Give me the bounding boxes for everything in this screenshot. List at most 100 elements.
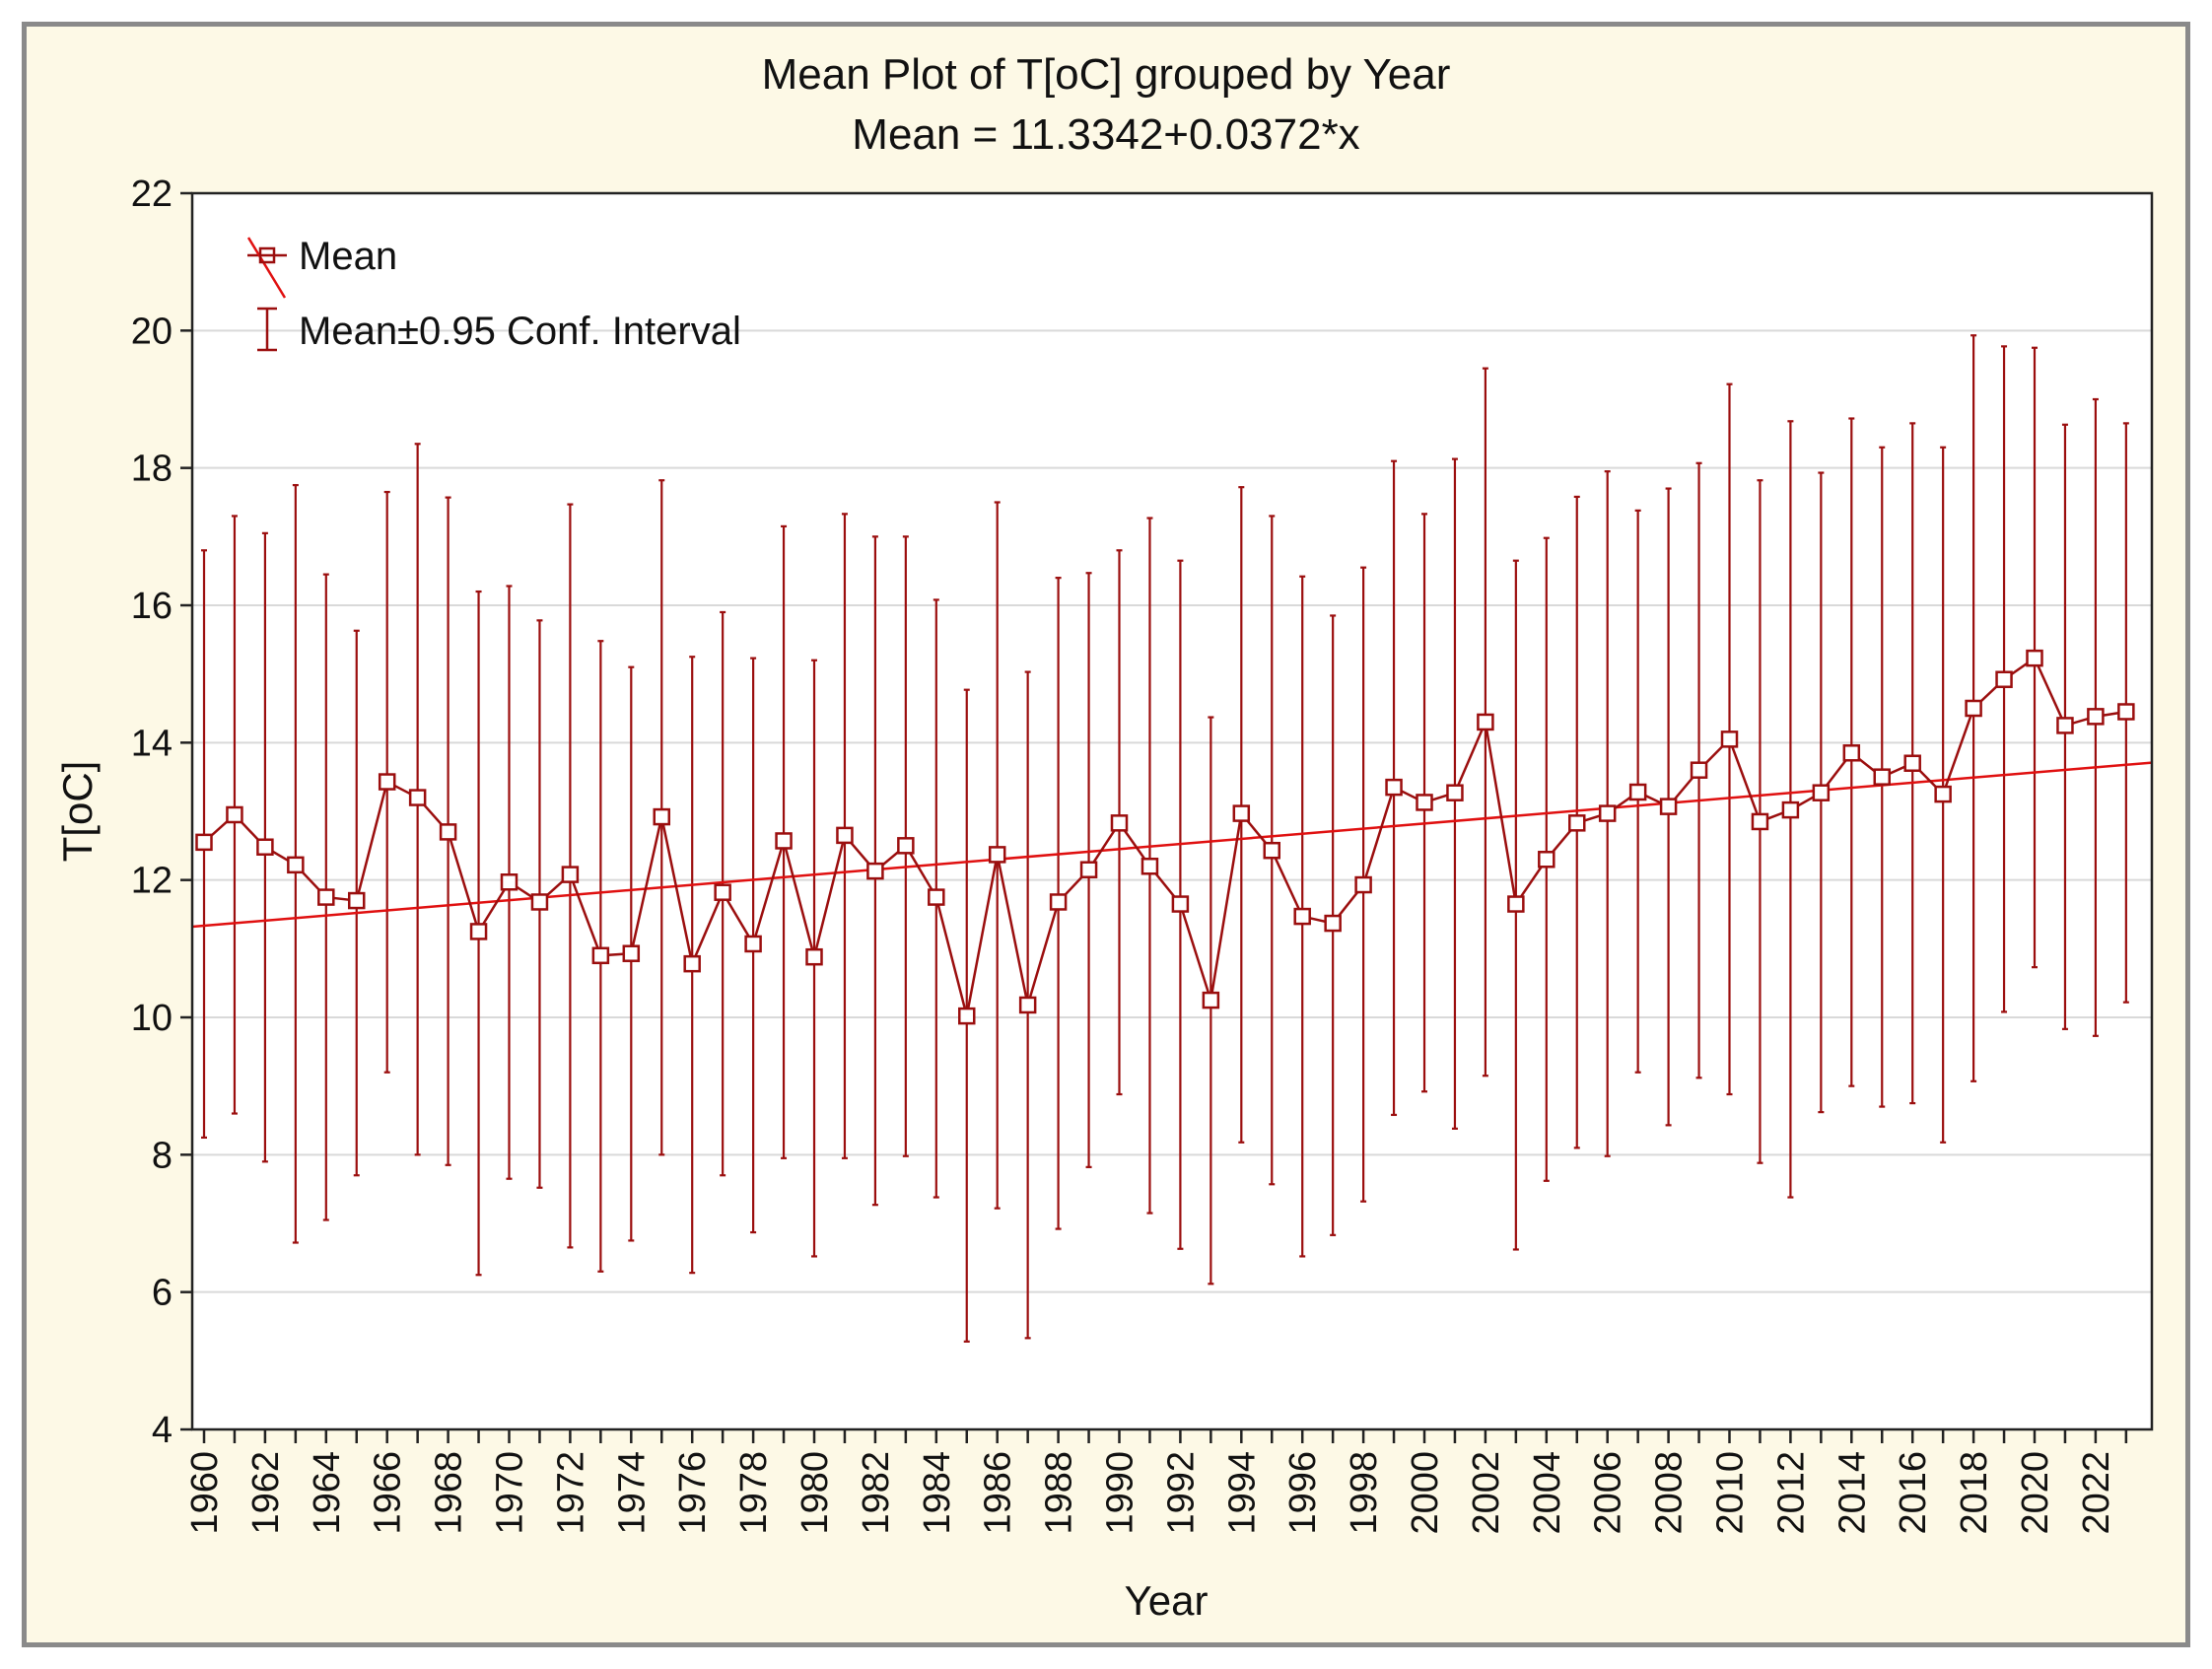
x-tick-label: 2012 [1770, 1451, 1812, 1535]
mean-marker [1018, 996, 1037, 1014]
mean-marker [226, 805, 243, 824]
y-axis-title: T[oC] [54, 761, 101, 863]
plot-border [190, 191, 2154, 1431]
mean-marker [1873, 768, 1891, 786]
mean-marker [1263, 841, 1280, 860]
x-tick-label: 2010 [1710, 1451, 1752, 1535]
chart-title: Mean Plot of T[oC] grouped by Year [762, 50, 1451, 99]
x-tick-label: 2006 [1588, 1451, 1629, 1535]
legend-fit-line-icon [246, 237, 287, 299]
mean-marker [1598, 804, 1617, 822]
mean-marker [1324, 914, 1342, 933]
x-tick-label: 1986 [978, 1451, 1019, 1535]
mean-marker [2026, 649, 2043, 667]
mean-marker [561, 866, 580, 883]
mean-marker [866, 862, 884, 880]
x-tick-label: 1996 [1282, 1451, 1324, 1535]
mean-marker [1079, 861, 1098, 878]
y-tick-label: 6 [152, 1273, 173, 1314]
mean-marker [1385, 778, 1403, 797]
x-tick-label: 1978 [733, 1451, 775, 1535]
mean-marker [1293, 907, 1311, 926]
x-tick-label: 1970 [490, 1451, 531, 1535]
mean-marker [1720, 730, 1739, 748]
mean-marker [591, 946, 610, 965]
mean-marker [256, 838, 274, 856]
y-tick-label: 4 [152, 1410, 173, 1451]
x-tick-label: 2022 [2076, 1451, 2117, 1535]
plot-area [192, 193, 2152, 1429]
mean-marker [775, 832, 793, 850]
y-tick-label: 20 [131, 311, 173, 352]
x-tick-label: 1994 [1221, 1451, 1263, 1535]
mean-marker [2056, 717, 2074, 734]
mean-marker [439, 823, 457, 841]
mean-marker [1842, 744, 1861, 762]
x-axis: 1960 1962 1964 1966 1968 1970 1972 1974 1976 1978… [184, 1429, 2128, 1535]
mean-marker [1934, 785, 1952, 803]
x-tick-label: 2000 [1405, 1451, 1446, 1535]
mean-marker [530, 893, 549, 911]
mean-marker [1141, 857, 1159, 875]
mean-marker [1812, 784, 1831, 801]
mean-marker [195, 833, 213, 852]
mean-marker [2117, 703, 2135, 721]
x-tick-label: 1972 [550, 1451, 591, 1535]
mean-marker [317, 888, 335, 906]
chart-subtitle: Mean = 11.3342+0.0372*x [852, 110, 1359, 159]
mean-marker [469, 923, 488, 940]
mean-marker [1538, 851, 1555, 869]
mean-marker [500, 873, 518, 891]
x-tick-label: 1976 [672, 1451, 714, 1535]
gridlines [192, 329, 2152, 1293]
y-tick-label: 8 [152, 1135, 173, 1176]
mean-marker [1416, 794, 1433, 811]
mean-marker [287, 856, 305, 874]
legend-mean-marker [258, 246, 276, 264]
x-tick-label: 1960 [184, 1451, 226, 1535]
mean-marker [622, 944, 641, 962]
y-axis: 4 6 8 10 12 14 16 18 20 22 [131, 174, 192, 1451]
x-tick-label: 2008 [1649, 1451, 1691, 1535]
mean-marker [1507, 895, 1525, 913]
mean-marker [2087, 708, 2105, 726]
mean-marker [1568, 814, 1586, 832]
y-tick-label: 22 [131, 174, 173, 215]
mean-marker [1628, 783, 1647, 801]
x-tick-label: 1984 [917, 1451, 958, 1535]
mean-marker [1202, 991, 1220, 1009]
mean-marker [1477, 713, 1494, 731]
x-tick-label: 2018 [1954, 1451, 1995, 1535]
x-tick-label: 1988 [1039, 1451, 1080, 1535]
mean-marker [1965, 699, 1982, 718]
mean-marker [1049, 893, 1068, 911]
x-tick-label: 1974 [611, 1451, 653, 1535]
mean-marker [683, 954, 701, 973]
x-tick-label: 1982 [856, 1451, 897, 1535]
x-tick-label: 2016 [1893, 1451, 1934, 1535]
mean-marker [1110, 814, 1129, 832]
legend: Mean Mean±0.95 Conf. Interval [246, 235, 741, 353]
x-tick-label: 1992 [1160, 1451, 1202, 1535]
x-tick-label: 1968 [429, 1451, 470, 1535]
mean-marker [836, 826, 854, 845]
mean-marker [714, 883, 731, 901]
mean-marker [1354, 875, 1372, 894]
mean-marker [805, 947, 823, 966]
legend-ci-label: Mean±0.95 Conf. Interval [299, 310, 741, 353]
x-tick-label: 2020 [2015, 1451, 2056, 1535]
x-axis-title: Year [1125, 1577, 1209, 1624]
mean-marker [988, 846, 1006, 864]
y-tick-label: 10 [131, 998, 173, 1039]
y-tick-label: 16 [131, 586, 173, 627]
mean-marker [897, 837, 915, 855]
mean-marker [1690, 761, 1708, 779]
mean-marker [653, 807, 670, 826]
y-tick-label: 14 [131, 723, 173, 764]
mean-marker [928, 888, 945, 906]
y-tick-label: 18 [131, 449, 173, 490]
mean-marker [1446, 784, 1464, 801]
mean-marker [958, 1007, 976, 1025]
mean-series-line [203, 656, 2127, 1016]
mean-marker [1781, 800, 1800, 819]
